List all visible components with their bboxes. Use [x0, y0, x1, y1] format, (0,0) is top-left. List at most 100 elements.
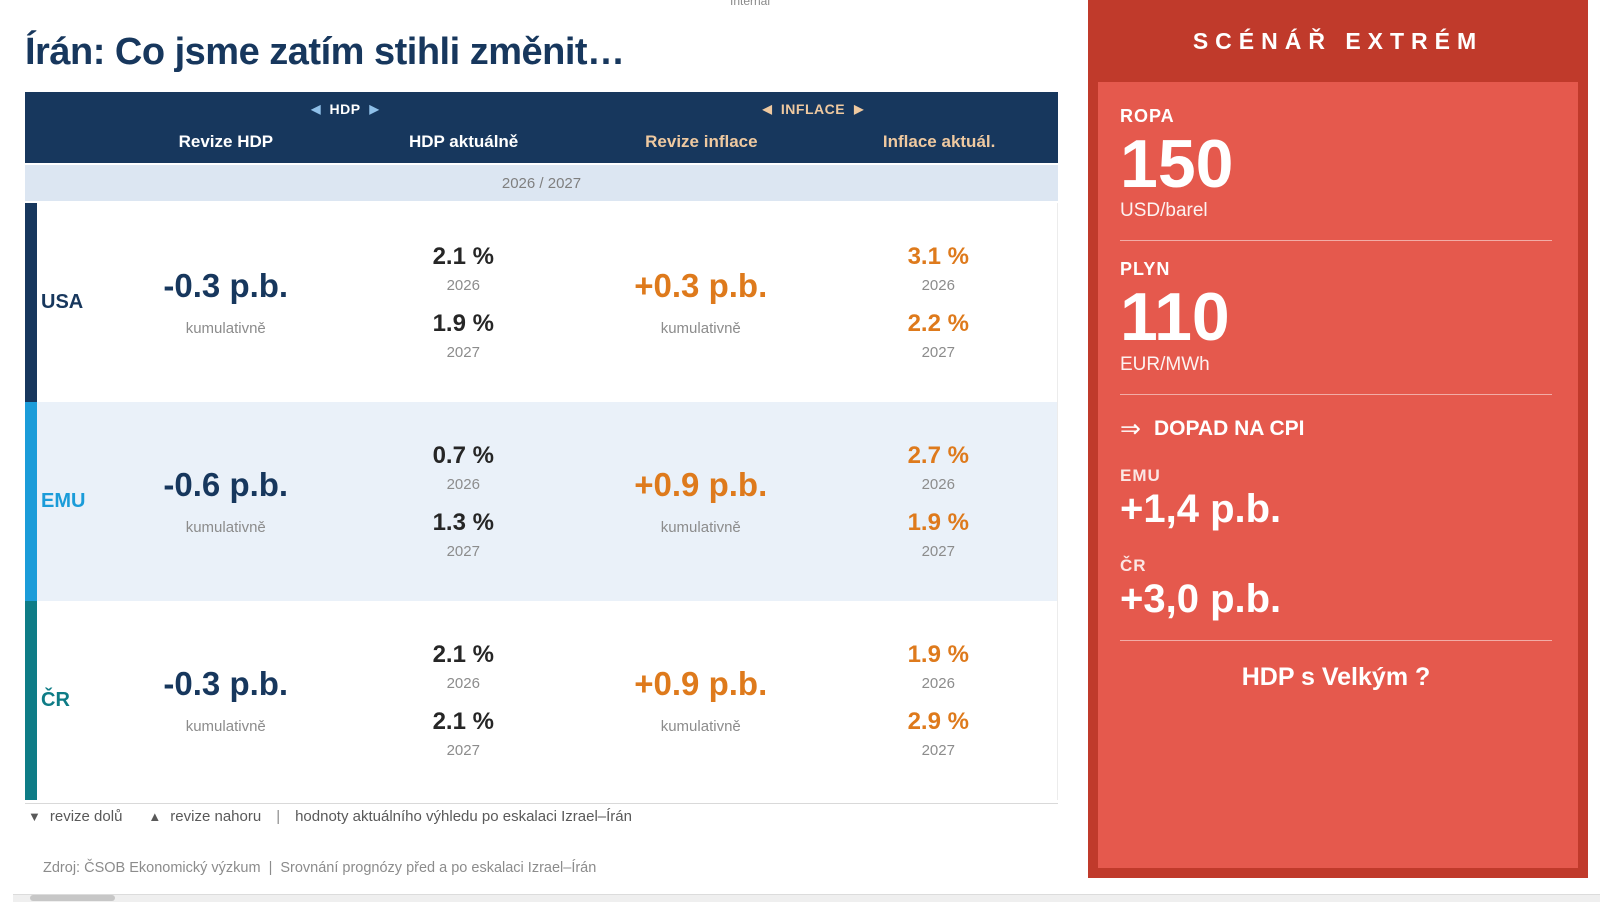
triangle-down-icon: ▼: [28, 809, 41, 824]
row-accent-bar: [25, 203, 37, 402]
forecast-table: ◀ HDP ▶ ◀ INFLACE ▶ Revize HDP HDP aktuá…: [25, 92, 1058, 804]
horizontal-scrollbar[interactable]: [13, 894, 1600, 902]
revize-hdp-value: -0.3 p.b.: [163, 664, 289, 702]
column-header-revize-inflace: Revize inflace: [645, 132, 758, 151]
row-accent-bar: [25, 402, 37, 601]
legend: ▼ revize dolů ▲ revize nahoru | hodnoty …: [28, 808, 632, 825]
commodity-block-ropa: ROPA 150 USD/barel: [1120, 106, 1552, 222]
revize-inflace-cell: +0.3 p.b. kumulativně: [582, 203, 820, 402]
hdp-2027-value: 2.1 %: [432, 707, 494, 735]
page-title: Írán: Co jsme zatím stihli změnit…: [25, 31, 625, 74]
revize-hdp-value: -0.6 p.b.: [163, 465, 289, 503]
legend-note: hodnoty aktuálního výhledu po eskalaci I…: [295, 808, 632, 825]
table-rows: USA -0.3 p.b. kumulativně 2.1 % 2026 1.9…: [25, 203, 1058, 800]
revize-inflace-value: +0.9 p.b.: [634, 465, 768, 503]
double-arrow-icon: ⇒: [1120, 414, 1141, 443]
hdp-2026-year: 2026: [446, 276, 480, 294]
revize-inflace-note: kumulativně: [660, 518, 741, 536]
inflace-2027-value: 1.9 %: [907, 508, 969, 536]
inflace-2027-value: 2.2 %: [907, 309, 969, 337]
impact-value: +3,0 p.b.: [1120, 576, 1282, 621]
legend-up-label: revize nahoru: [170, 808, 262, 825]
source-left: Zdroj: ČSOB Ekonomický výzkum: [43, 860, 261, 876]
inflace-2027-year: 2027: [921, 542, 955, 560]
inflace-aktual-cell: 3.1 % 2026 2.2 % 2027: [820, 203, 1058, 402]
impact-label: EMU: [1120, 465, 1161, 485]
hdp-2027-year: 2027: [446, 741, 480, 759]
source-separator: |: [268, 860, 273, 876]
revize-hdp-cell: -0.3 p.b. kumulativně: [107, 601, 345, 800]
commodity-block-plyn: PLYN 110 EUR/MWh: [1120, 259, 1552, 375]
chevron-left-icon[interactable]: ◀: [311, 102, 321, 116]
inflace-aktual-cell: 2.7 % 2026 1.9 % 2027: [820, 402, 1058, 601]
impact-label: ČR: [1120, 555, 1147, 575]
chevron-right-icon[interactable]: ▶: [854, 102, 864, 116]
scenario-question: HDP s Velkým ?: [1241, 662, 1431, 691]
impact-value: +1,4 p.b.: [1120, 486, 1282, 531]
revize-hdp-note: kumulativně: [185, 717, 266, 735]
panel-divider: [1120, 240, 1552, 242]
inflace-column-nav[interactable]: ◀ INFLACE ▶: [763, 101, 864, 117]
column-header-revize-hdp: Revize HDP: [178, 132, 274, 151]
source-right: Srovnání prognózy před a po eskalaci Izr…: [280, 860, 597, 876]
commodity-unit: USD/barel: [1120, 200, 1208, 222]
chevron-left-icon[interactable]: ◀: [762, 102, 772, 116]
revize-inflace-value: +0.3 p.b.: [634, 266, 768, 304]
revize-hdp-note: kumulativně: [185, 319, 266, 337]
table-row: EMU -0.6 p.b. kumulativně 0.7 % 2026 1.3…: [25, 402, 1057, 601]
commodity-unit: EUR/MWh: [1120, 353, 1210, 375]
revize-inflace-note: kumulativně: [660, 319, 741, 337]
hdp-aktualne-cell: 0.7 % 2026 1.3 % 2027: [345, 402, 583, 601]
cpi-heading-label: DOPAD NA CPI: [1153, 417, 1305, 441]
table-header: ◀ HDP ▶ ◀ INFLACE ▶ Revize HDP HDP aktuá…: [25, 92, 1058, 163]
revize-inflace-value: +0.9 p.b.: [634, 664, 768, 702]
hdp-2027-value: 1.3 %: [432, 508, 494, 536]
cpi-heading: ⇒ DOPAD NA CPI: [1120, 414, 1552, 443]
hdp-nav-label: HDP: [329, 101, 361, 117]
hdp-aktualne-cell: 2.1 % 2026 2.1 % 2027: [345, 601, 583, 800]
revize-hdp-note: kumulativně: [185, 518, 266, 536]
inflace-2026-year: 2026: [921, 475, 955, 493]
period-label: 2026 / 2027: [501, 174, 582, 192]
hdp-2026-year: 2026: [446, 475, 480, 493]
scenario-panel: SCÉNÁŘ EXTRÉM ROPA 150 USD/barel PLYN 11…: [1088, 0, 1588, 878]
inflace-nav-label: INFLACE: [780, 101, 846, 117]
inflace-2026-year: 2026: [921, 674, 955, 692]
revize-hdp-cell: -0.6 p.b. kumulativně: [107, 402, 345, 601]
table-bottom-rule: [25, 803, 1058, 804]
scrollbar-thumb[interactable]: [30, 895, 115, 901]
inflace-2026-value: 1.9 %: [907, 640, 969, 668]
inflace-2027-year: 2027: [921, 741, 955, 759]
hdp-2026-year: 2026: [446, 674, 480, 692]
column-header-hdp-aktualne: HDP aktuálně: [408, 132, 519, 151]
hdp-column-nav[interactable]: ◀ HDP ▶: [311, 101, 379, 117]
impact-block-cr: ČR +3,0 p.b.: [1120, 556, 1552, 622]
source-note: Zdroj: ČSOB Ekonomický výzkum | Srovnání p…: [43, 860, 596, 876]
column-header-inflace-aktual: Inflace aktuál.: [882, 132, 996, 151]
table-row: ČR -0.3 p.b. kumulativně 2.1 % 2026 2.1 …: [25, 601, 1057, 800]
table-row: USA -0.3 p.b. kumulativně 2.1 % 2026 1.9…: [25, 203, 1057, 402]
revize-inflace-note: kumulativně: [660, 717, 741, 735]
triangle-up-icon: ▲: [148, 809, 162, 824]
country-label: EMU: [41, 490, 86, 512]
commodity-label: ROPA: [1120, 106, 1175, 126]
inflace-2026-year: 2026: [921, 276, 955, 294]
inflace-2027-value: 2.9 %: [907, 707, 969, 735]
commodity-label: PLYN: [1120, 259, 1171, 280]
hdp-2026-value: 0.7 %: [432, 441, 494, 469]
inflace-2026-value: 2.7 %: [907, 441, 969, 469]
panel-divider: [1120, 639, 1552, 641]
legend-down-label: revize dolů: [49, 808, 123, 825]
inflace-aktual-cell: 1.9 % 2026 2.9 % 2027: [820, 601, 1058, 800]
country-label: USA: [41, 291, 84, 313]
period-band: 2026 / 2027: [25, 165, 1058, 201]
revize-inflace-cell: +0.9 p.b. kumulativně: [582, 601, 820, 800]
revize-inflace-cell: +0.9 p.b. kumulativně: [582, 402, 820, 601]
legend-separator: |: [276, 808, 281, 825]
hdp-2026-value: 2.1 %: [432, 640, 494, 668]
chevron-right-icon[interactable]: ▶: [369, 102, 379, 116]
scenario-title: SCÉNÁŘ EXTRÉM: [1192, 27, 1484, 54]
hdp-2026-value: 2.1 %: [432, 242, 494, 270]
country-label: ČR: [41, 689, 70, 711]
row-accent-bar: [25, 601, 37, 800]
